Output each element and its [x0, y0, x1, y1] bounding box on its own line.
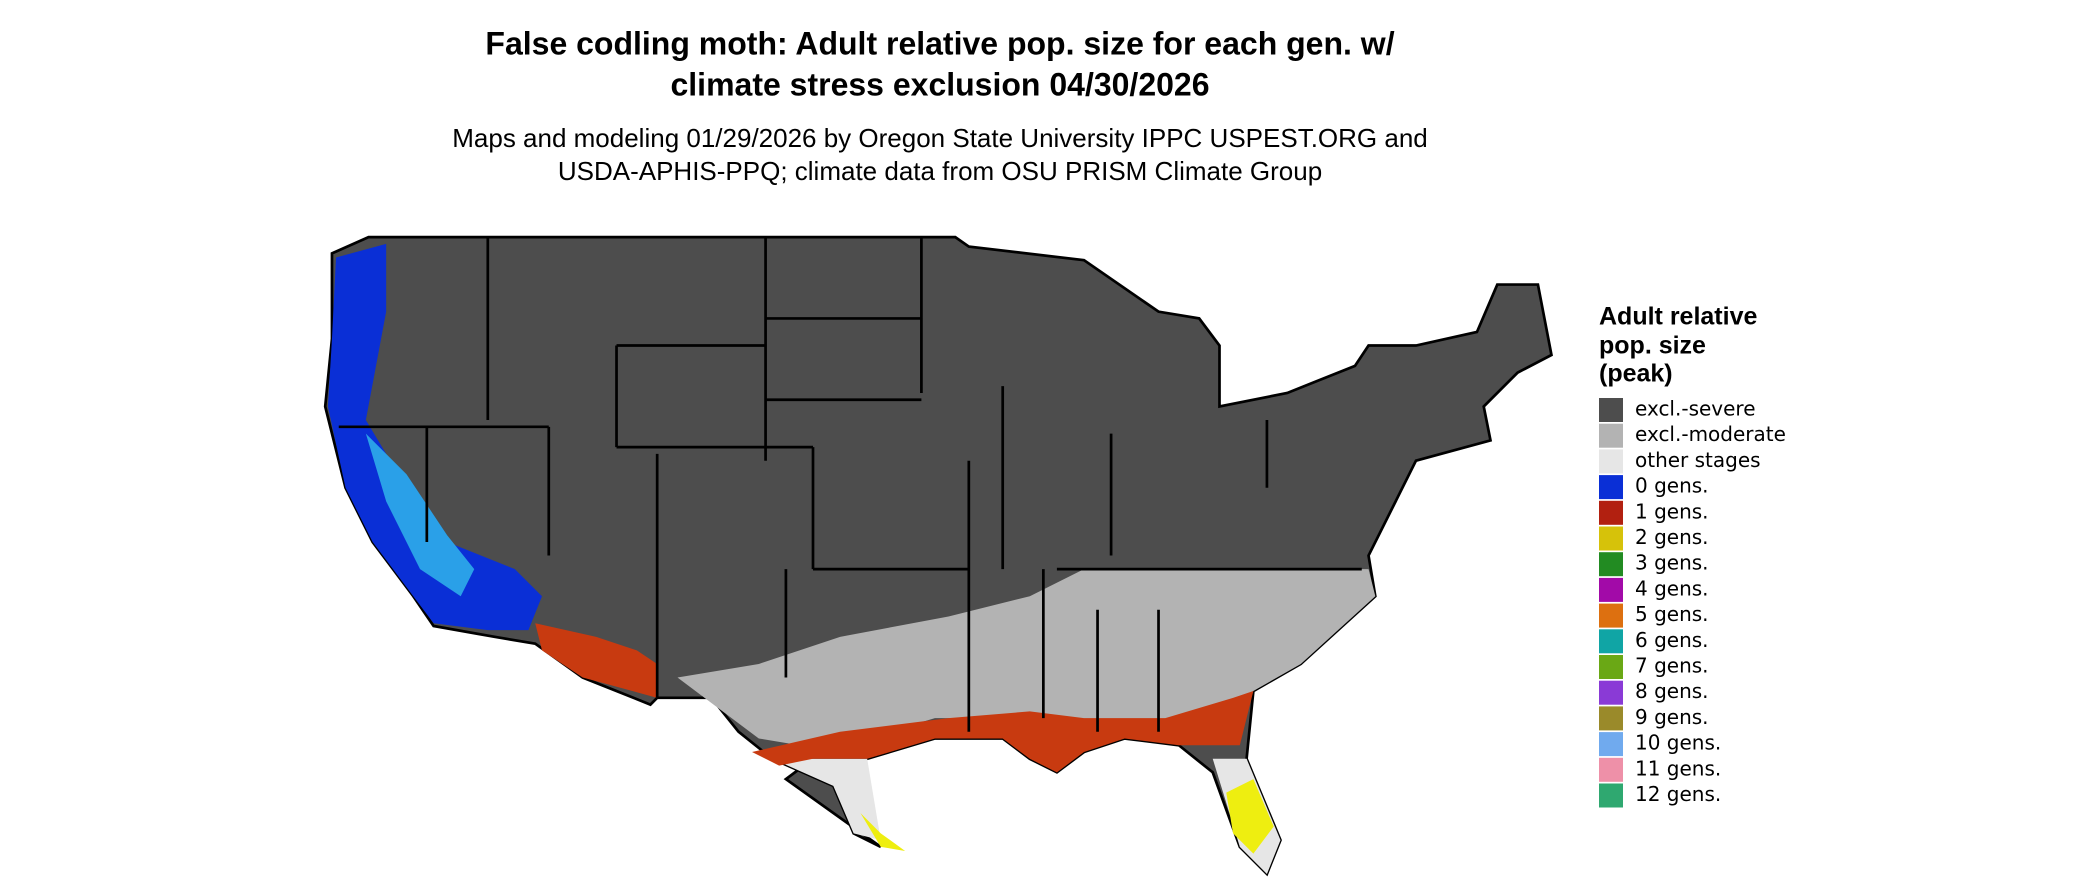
us-outline: [323, 235, 1553, 877]
subtitle: Maps and modeling 01/29/2026 by Oregon S…: [452, 123, 1428, 153]
legend-label: 4 gens.: [1635, 576, 1709, 600]
gen1-region: [752, 691, 1254, 773]
legend-label: 0 gens.: [1635, 474, 1709, 498]
gen0-region: [365, 433, 475, 597]
legend-label: 11 gens.: [1635, 756, 1721, 780]
legend-swatch: [1599, 783, 1623, 808]
legend-swatch: [1599, 603, 1623, 628]
other-stages-region: [772, 758, 881, 841]
legend-swatch: [1599, 423, 1623, 448]
legend-label: 7 gens.: [1635, 654, 1709, 678]
title: climate stress exclusion 04/30/2026: [670, 66, 1209, 102]
gen2-region: [860, 813, 906, 851]
legend-swatch: [1599, 526, 1623, 551]
legend-swatch: [1599, 475, 1623, 500]
gen0-region: [327, 243, 542, 631]
legend-swatch: [1599, 398, 1623, 422]
moderate-region: [677, 569, 1376, 746]
legend-label: 3 gens.: [1635, 551, 1709, 575]
legend-swatch: [1599, 655, 1623, 679]
legend-swatch: [1599, 449, 1623, 474]
legend-label: 12 gens.: [1635, 782, 1721, 806]
legend-label: 9 gens.: [1635, 705, 1709, 729]
legend-label: 10 gens.: [1635, 731, 1721, 755]
legend-swatch: [1599, 706, 1623, 731]
legend-swatch: [1599, 500, 1623, 525]
gen2-region: [1226, 779, 1274, 854]
legend-label: 2 gens.: [1635, 525, 1709, 549]
legend-label: 8 gens.: [1635, 679, 1709, 703]
legend-swatch: [1599, 552, 1623, 577]
legend-title: Adult relative: [1599, 303, 1757, 331]
subtitle: USDA-APHIS-PPQ; climate data from OSU PR…: [558, 156, 1322, 186]
legend: Adult relative pop. size (peak) excl.-se…: [1599, 303, 1786, 808]
legend-title: (peak): [1599, 360, 1673, 388]
legend-swatch: [1599, 680, 1623, 705]
legend-swatch: [1599, 732, 1623, 757]
gen1-region: [535, 623, 658, 698]
legend-label: 1 gens.: [1635, 499, 1709, 523]
legend-label: 6 gens.: [1635, 628, 1709, 652]
legend-swatch: [1599, 577, 1623, 602]
legend-label: excl.-moderate: [1635, 422, 1786, 446]
us-map: [323, 235, 1553, 877]
legend-label: other stages: [1635, 448, 1761, 472]
legend-label: 5 gens.: [1635, 602, 1709, 626]
state-borders: [338, 237, 1362, 732]
legend-swatch: [1599, 757, 1623, 782]
legend-label: excl.-severe: [1635, 397, 1756, 421]
title: False codling moth: Adult relative pop. …: [485, 25, 1394, 61]
legend-title: pop. size: [1599, 332, 1706, 360]
legend-swatch: [1599, 629, 1623, 654]
